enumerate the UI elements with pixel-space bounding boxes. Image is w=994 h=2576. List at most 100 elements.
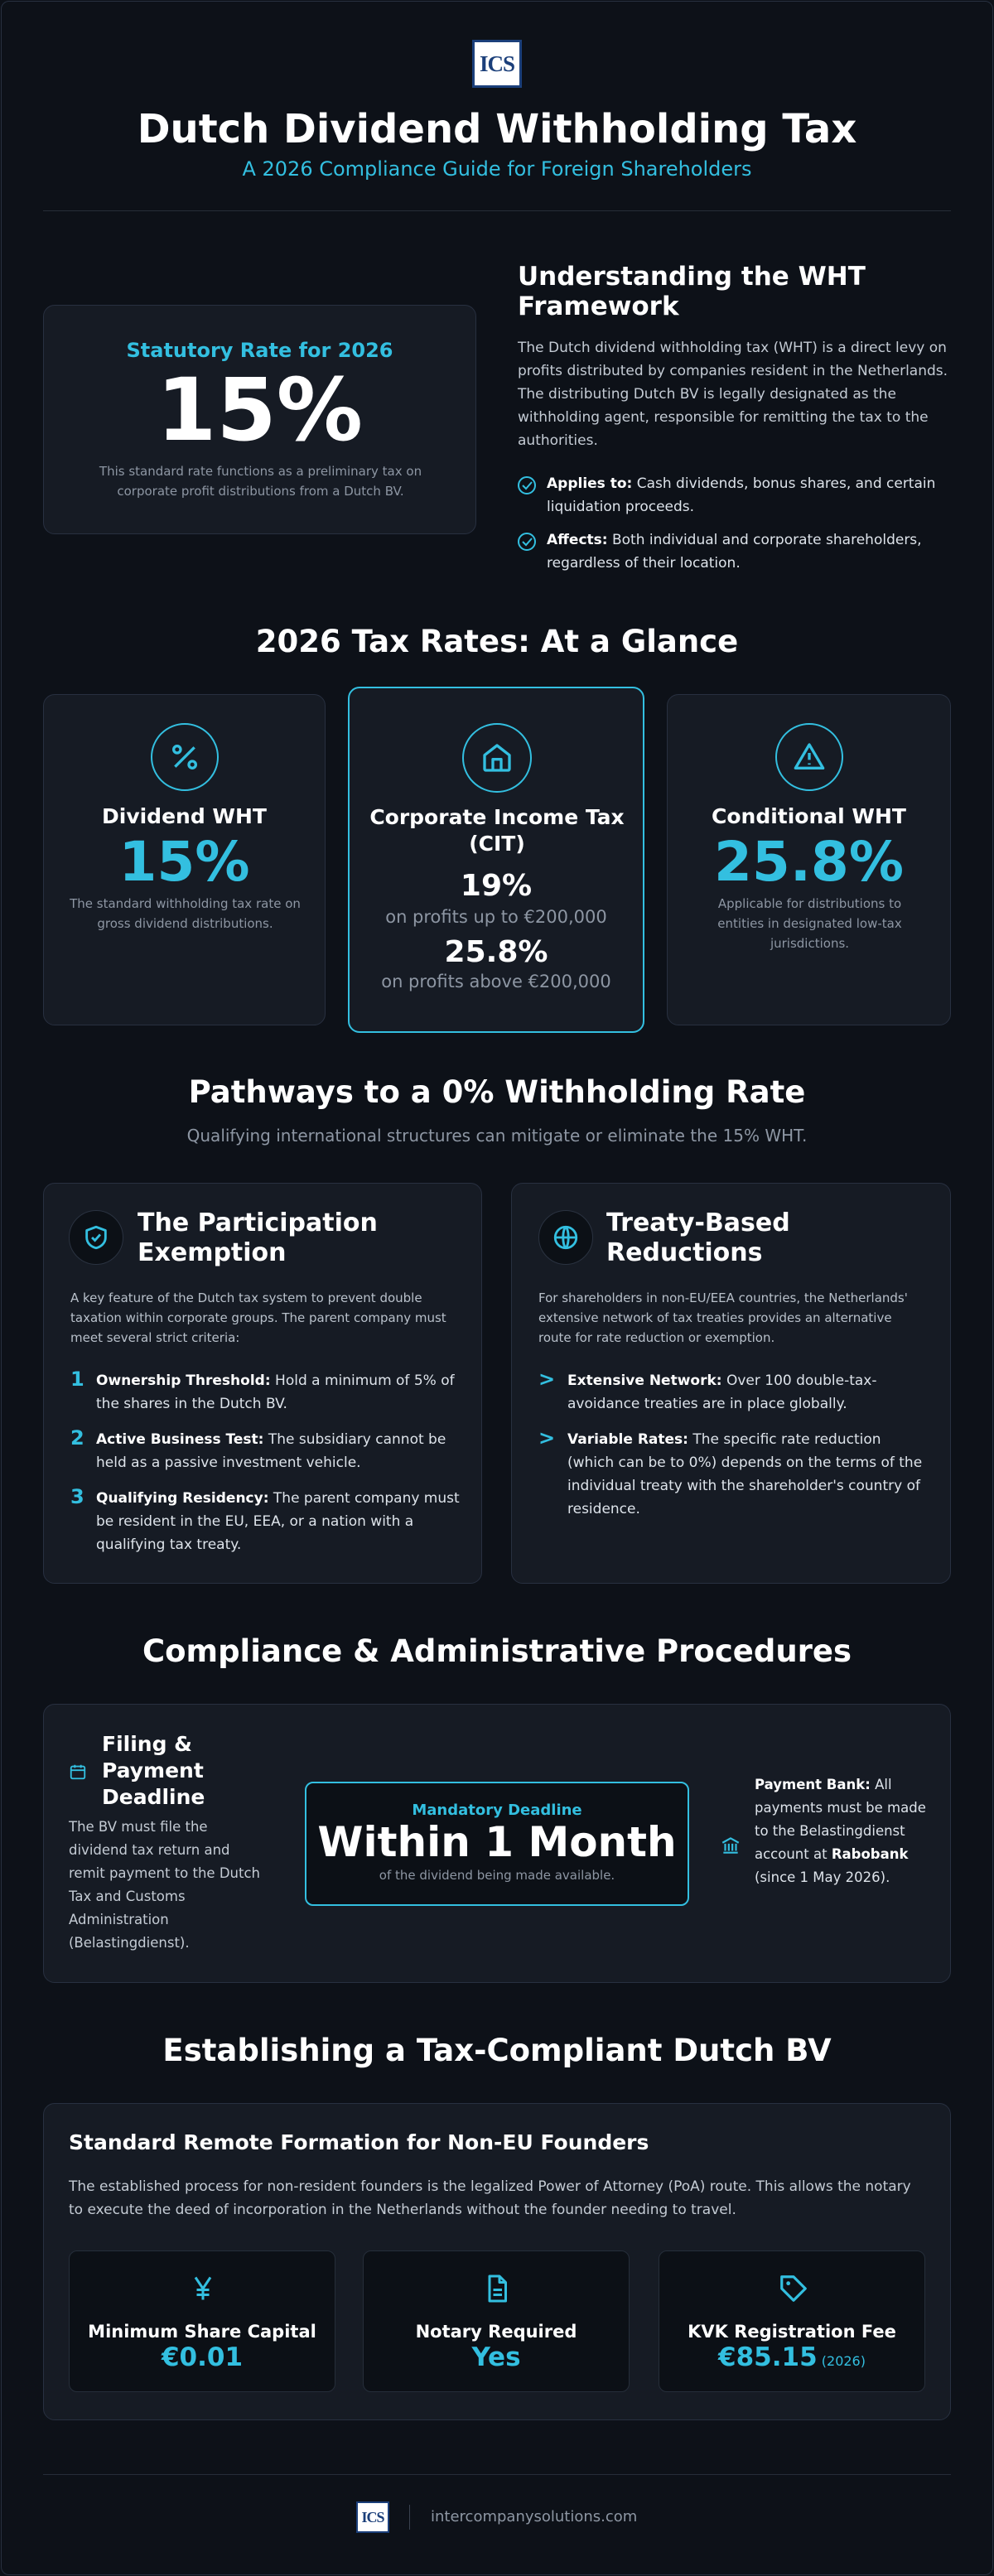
criterion-number: 1 (70, 1368, 84, 1391)
point-text: Cash dividends, bonus shares, and certai… (547, 475, 936, 515)
tier-note: on profits up to €200,000 (385, 907, 607, 927)
title: Dutch Dividend Withholding Tax (137, 106, 857, 152)
criterion-text: The parent company must be resident in t… (96, 1490, 460, 1553)
stat-card: Statutory Rate for 2026 15% This standar… (43, 305, 476, 534)
card-text: For shareholders in non-EU/EEA countries… (538, 1290, 908, 1345)
bank-name: Rabobank (831, 1846, 909, 1862)
card-title: Dividend WHT (102, 804, 267, 828)
treaty-point: Extensive Network: Over 100 double-tax-a… (567, 1369, 932, 1416)
footer-separator (409, 2505, 410, 2530)
deadline-box: Mandatory Deadline Within 1 Month of the… (305, 1782, 689, 1906)
bank-label: Payment Bank: (755, 1777, 871, 1792)
filing-title: Filing & Payment Deadline (102, 1732, 205, 1809)
tier-note: on profits above €200,000 (381, 972, 611, 991)
rate-card: Conditional WHT 25.8% Applicable for dis… (667, 694, 951, 1025)
card-note: Applicable for distributions to entities… (717, 896, 902, 951)
card-title: Conditional WHT (712, 804, 906, 828)
point-label: Affects: (547, 532, 608, 548)
filing-text: The BV must file the dividend tax return… (69, 1819, 260, 1951)
formation-text: The established process for non-resident… (69, 2178, 911, 2218)
treaty-point: Variable Rates: The specific rate reduct… (567, 1428, 932, 1521)
fact-box: Notary Required Yes (363, 2250, 630, 2392)
bank-text: Payment Bank: All payments must be made … (755, 1773, 937, 1889)
rate-card-highlight: Corporate Income Tax (CIT) 19% on profit… (348, 687, 644, 1033)
fact-label: Minimum Share Capital (88, 2322, 316, 2342)
fact-value: €0.01 (161, 2342, 244, 2372)
alert-icon (775, 723, 843, 791)
subtitle: A 2026 Compliance Guide for Foreign Shar… (242, 157, 752, 181)
point-text: Both individual and corporate shareholde… (547, 532, 922, 572)
criterion-number: 2 (70, 1426, 84, 1450)
deadline-label: Mandatory Deadline (412, 1802, 582, 1819)
fact-label: KVK Registration Fee (688, 2322, 896, 2342)
tag-icon (780, 2275, 807, 2302)
check-icon (518, 533, 536, 551)
tier-value: 19% (460, 869, 533, 903)
calendar-icon (70, 1764, 86, 1780)
criterion-text: The subsidiary cannot be held as a passi… (96, 1431, 446, 1471)
criterion-label: Ownership Threshold: (96, 1372, 271, 1389)
section-title: Pathways to a 0% Withholding Rate (188, 1074, 806, 1110)
formation-card-title: Standard Remote Formation for Non-EU Fou… (69, 2130, 649, 2154)
percent-icon (151, 723, 219, 791)
deadline-value: Within 1 Month (317, 1818, 677, 1866)
framework-title: Understanding the WHT Framework (518, 262, 866, 321)
shield-icon (69, 1210, 123, 1265)
document-icon (488, 2275, 507, 2303)
criterion-text: Hold a minimum of 5% of the shares in th… (96, 1372, 455, 1412)
fact-value: €85.15 (718, 2342, 818, 2372)
divider (43, 210, 951, 211)
criterion: Ownership Threshold: Hold a minimum of 5… (96, 1369, 465, 1416)
card-title: The Participation Exemption (138, 1208, 378, 1267)
point-label: Variable Rates: (567, 1431, 688, 1448)
criterion: Active Business Test: The subsidiary can… (96, 1428, 465, 1474)
divider (43, 2474, 951, 2475)
point-label: Extensive Network: (567, 1372, 722, 1389)
framework-text: The Dutch dividend withholding tax (WHT)… (518, 340, 948, 449)
bank-icon (721, 1837, 740, 1854)
point-marker: > (538, 1368, 556, 1391)
fact-box: Minimum Share Capital €0.01 (69, 2250, 335, 2392)
stat-note: This standard rate functions as a prelim… (99, 464, 422, 499)
framework-point: Affects: Both individual and corporate s… (547, 528, 951, 575)
card-note: The standard withholding tax rate on gro… (70, 896, 301, 931)
bank-detail: All payments must be made to the Belasti… (755, 1777, 926, 1862)
stat-label: Statutory Rate for 2026 (126, 339, 393, 362)
footer-logo: ICS (356, 2501, 389, 2533)
compliance-card: Filing & Payment Deadline The BV must fi… (43, 1704, 951, 1983)
criterion: Qualifying Residency: The parent company… (96, 1487, 465, 1556)
home-icon (462, 723, 532, 793)
card-value: 15% (118, 830, 250, 894)
section-title: 2026 Tax Rates: At a Glance (255, 624, 739, 659)
point-marker: > (538, 1426, 556, 1450)
participation-card: The Participation Exemption A key featur… (43, 1183, 482, 1584)
card-text: A key feature of the Dutch tax system to… (70, 1290, 446, 1345)
fact-value-row: €85.15 (2026) (659, 2342, 924, 2372)
fact-qualifier: (2026) (821, 2353, 866, 2369)
section-subtitle: Qualifying international structures can … (186, 1126, 808, 1146)
deadline-note: of the dividend being made available. (379, 1868, 615, 1883)
stat-rate: 15% (157, 359, 363, 461)
section-title: Establishing a Tax-Compliant Dutch BV (162, 2033, 832, 2068)
fact-label: Notary Required (415, 2322, 577, 2342)
fact-value: Yes (471, 2342, 521, 2372)
card-title: Corporate Income Tax (CIT) (369, 805, 625, 856)
criterion-label: Active Business Test: (96, 1431, 264, 1448)
framework-point: Applies to: Cash dividends, bonus shares… (547, 472, 951, 519)
point-label: Applies to: (547, 475, 633, 492)
rate-card: Dividend WHT 15% The standard withholdin… (43, 694, 326, 1025)
check-icon (518, 476, 536, 494)
currency-icon (194, 2276, 212, 2300)
card-title: Treaty-Based Reductions (606, 1208, 790, 1267)
point-text: Over 100 double-tax-avoidance treaties a… (567, 1372, 877, 1412)
logo: ICS (472, 40, 522, 88)
tier-value: 25.8% (444, 935, 548, 969)
criterion-number: 3 (70, 1485, 84, 1508)
globe-icon (538, 1210, 593, 1265)
card-value: 25.8% (714, 830, 904, 894)
bank-since: (since 1 May 2026). (755, 1869, 890, 1885)
section-title: Compliance & Administrative Procedures (142, 1633, 852, 1669)
criterion-label: Qualifying Residency: (96, 1490, 269, 1507)
treaty-card: Treaty-Based Reductions For shareholders… (511, 1183, 951, 1584)
